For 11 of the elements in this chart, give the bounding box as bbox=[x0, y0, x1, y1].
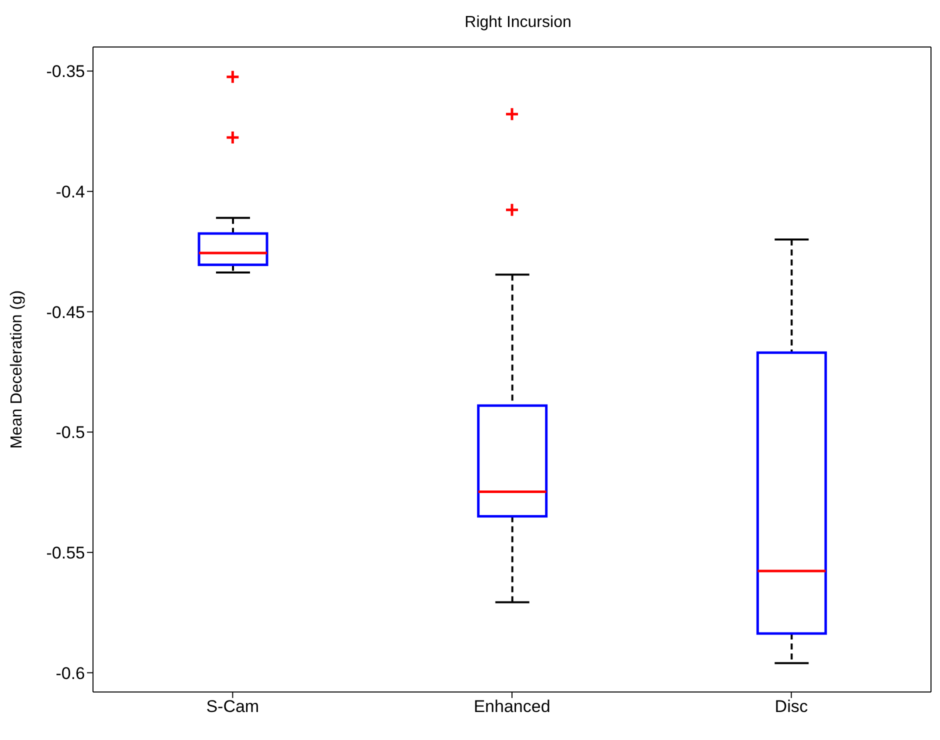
y-tick-label: -0.5 bbox=[56, 423, 85, 442]
x-tick-label: Disc bbox=[774, 697, 808, 716]
chart-title: Right Incursion bbox=[464, 14, 572, 32]
y-tick-label: -0.35 bbox=[46, 62, 85, 82]
y-tick-label: -0.55 bbox=[46, 543, 85, 562]
y-tick-label: -0.45 bbox=[46, 302, 85, 322]
y-tick-label: -0.4 bbox=[56, 182, 85, 202]
y-tick-label: -0.6 bbox=[56, 664, 85, 683]
x-tick-label: S-Cam bbox=[206, 697, 260, 716]
x-tick-label: Enhanced bbox=[474, 697, 550, 716]
y-axis-title: Mean Deceleration (g) bbox=[8, 290, 26, 449]
